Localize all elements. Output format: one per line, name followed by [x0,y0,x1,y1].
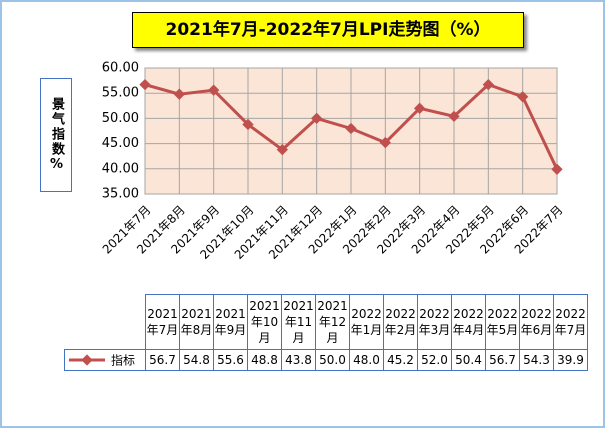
table-value: 56.7 [489,353,516,367]
data-point [276,143,288,156]
table-value-cell: 43.8 [281,349,316,371]
table-value-cell: 56.7 [485,349,520,371]
table-value-cell: 48.0 [349,349,384,371]
table-category: 2021年12月 [317,299,348,345]
table-category: 2022年7月 [554,307,587,337]
table-value: 54.3 [523,353,550,367]
table-category-cell: 2022年4月 [451,294,486,350]
table-value-cell: 52.0 [417,349,452,371]
table-value-cell: 50.0 [315,349,350,371]
chart-title: 2021年7月-2022年7月LPI走势图（%） [132,12,524,48]
table-category-cell: 2021年9月 [213,294,248,350]
table-value-cell: 50.4 [451,349,486,371]
data-table: 2021年7月 2021年8月 2021年9月 2021年10月 2021年11月 202… [64,294,588,371]
table-category: 2022年3月 [418,307,451,337]
table-value-cell: 39.9 [553,349,588,371]
data-point [551,163,563,175]
table-value-cell: 48.8 [247,349,282,371]
y-tick-label: 40.00 [102,161,139,176]
table-category-cell: 2022年6月 [519,294,554,350]
table-category: 2022年2月 [384,307,417,337]
table-value-cell: 54.8 [179,349,214,371]
table-value: 43.8 [285,353,312,367]
table-value: 48.0 [353,353,380,367]
table-value-cell: 56.7 [145,349,180,371]
table-category: 2021年10月 [249,299,280,345]
data-point [139,78,151,91]
empty-cell [65,295,146,350]
table-value: 50.0 [319,353,346,367]
table-value: 39.9 [557,353,584,367]
table-values: 指标 56.7 54.8 55.6 48.8 43.8 50.0 48.0 45.2 52.0 5… [64,349,588,371]
legend-label: 指标 [111,353,135,368]
table-category: 2021年11月 [283,299,314,345]
table-category: 2021年7月 [146,307,179,337]
table-category: 2021年9月 [214,307,247,337]
y-tick-label: 35.00 [102,187,139,202]
legend-swatch: 指标 [69,353,135,368]
table-category-cell: 2022年3月 [417,294,452,350]
table-value: 56.7 [149,353,176,367]
legend-marker [81,354,93,366]
table-value: 54.8 [183,353,210,367]
table-category-cell: 2021年11月 [281,294,316,350]
y-tick-label: 45.00 [102,136,139,151]
table-category-cell: 2021年8月 [179,294,214,350]
y-tick-label: 55.00 [102,86,139,101]
y-tick-label: 50.00 [102,111,139,126]
table-category: 2022年6月 [520,307,553,337]
table-value-cell: 54.3 [519,349,554,371]
table-value: 50.4 [455,353,482,367]
table-category: 2021年8月 [180,307,213,337]
y-tick-label: 60.00 [102,61,139,76]
table-category-cell: 2021年12月 [315,294,350,350]
table-header: 2021年7月 2021年8月 2021年9月 2021年10月 2021年11月 202… [65,294,588,350]
table-value: 45.2 [387,353,414,367]
table-category: 2022年5月 [486,307,519,337]
data-point [379,136,391,149]
table-value: 52.0 [421,353,448,367]
legend-cell: 指标 [64,349,146,371]
table-value-cell: 45.2 [383,349,418,371]
table-category: 2022年4月 [452,307,485,337]
table-category-cell: 2022年2月 [383,294,418,350]
table-category-cell: 2022年1月 [349,294,384,350]
table-value: 55.6 [217,353,244,367]
table-category-cell: 2021年7月 [145,294,180,350]
y-axis-label: 景气指数% [40,78,72,192]
table-value-cell: 55.6 [213,349,248,371]
table-category-cell: 2021年10月 [247,294,282,350]
table-category: 2022年1月 [350,307,383,337]
table-category-cell: 2022年5月 [485,294,520,350]
table-value: 48.8 [251,353,278,367]
table-category-cell: 2022年7月 [553,294,588,350]
